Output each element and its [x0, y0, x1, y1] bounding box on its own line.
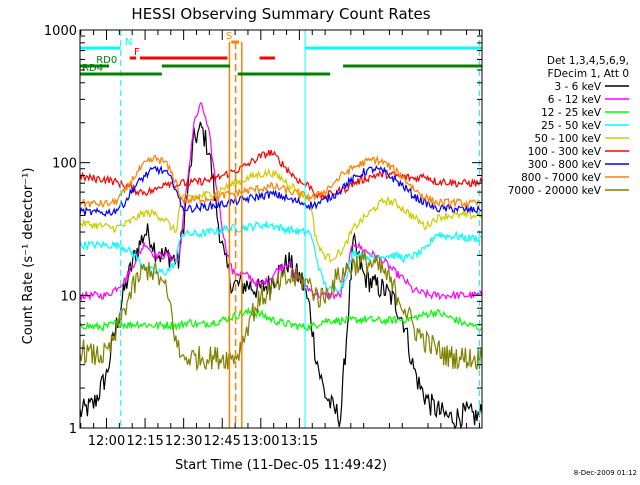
legend-entry-label: 300 - 800 keV: [528, 159, 602, 171]
x-tick-label: 12:00: [88, 434, 125, 449]
flag-label: RD0: [96, 55, 117, 66]
flag-label: N: [125, 37, 132, 48]
flag-label: F: [134, 47, 140, 58]
legend-entry-label: 12 - 25 keV: [541, 107, 602, 119]
legend-entry-label: 25 - 50 keV: [541, 120, 602, 132]
legend-header: Det 1,3,4,5,6,9,: [547, 55, 629, 67]
y-tick-label: 100: [52, 157, 77, 172]
chart-title: HESSI Observing Summary Count Rates: [131, 5, 430, 23]
series-line: [79, 149, 483, 201]
series-line: [79, 306, 483, 332]
legend-header: FDecim 1, Att 0: [548, 68, 629, 80]
x-tick-label: 13:00: [242, 434, 279, 449]
series-line: [79, 102, 483, 302]
flag-label: RD4: [82, 63, 103, 74]
series-line: [79, 251, 483, 372]
series-line: [79, 154, 483, 209]
legend-entry-label: 3 - 6 keV: [554, 81, 601, 93]
y-axis-label: Count Rate (s⁻¹ detector⁻¹): [21, 168, 36, 345]
x-tick-label: 12:45: [203, 434, 240, 449]
series-line: [79, 220, 483, 293]
series-line: [79, 164, 483, 217]
legend-entry-label: 100 - 300 keV: [528, 146, 602, 158]
y-tick-label: 1000: [44, 24, 77, 39]
flag-label: S: [226, 31, 232, 42]
plot-frame: [79, 29, 483, 429]
legend-entry-label: 7000 - 20000 keV: [508, 185, 602, 197]
legend: Det 1,3,4,5,6,9,FDecim 1, Att 03 - 6 keV…: [508, 55, 629, 197]
x-tick-label: 12:30: [165, 434, 202, 449]
legend-entry-label: 6 - 12 keV: [548, 94, 602, 106]
x-axis-label: Start Time (11-Dec-05 11:49:42): [175, 458, 387, 473]
x-tick-label: 12:15: [126, 434, 163, 449]
y-tick-label: 1: [69, 422, 77, 437]
footer-timestamp: 8-Dec-2009 01:12: [574, 469, 637, 477]
y-tick-label: 10: [60, 289, 77, 304]
series-line: [79, 167, 483, 264]
legend-entry-label: 50 - 100 keV: [534, 133, 601, 145]
legend-entry-label: 800 - 7000 keV: [521, 172, 602, 184]
x-tick-label: 13:15: [281, 434, 318, 449]
